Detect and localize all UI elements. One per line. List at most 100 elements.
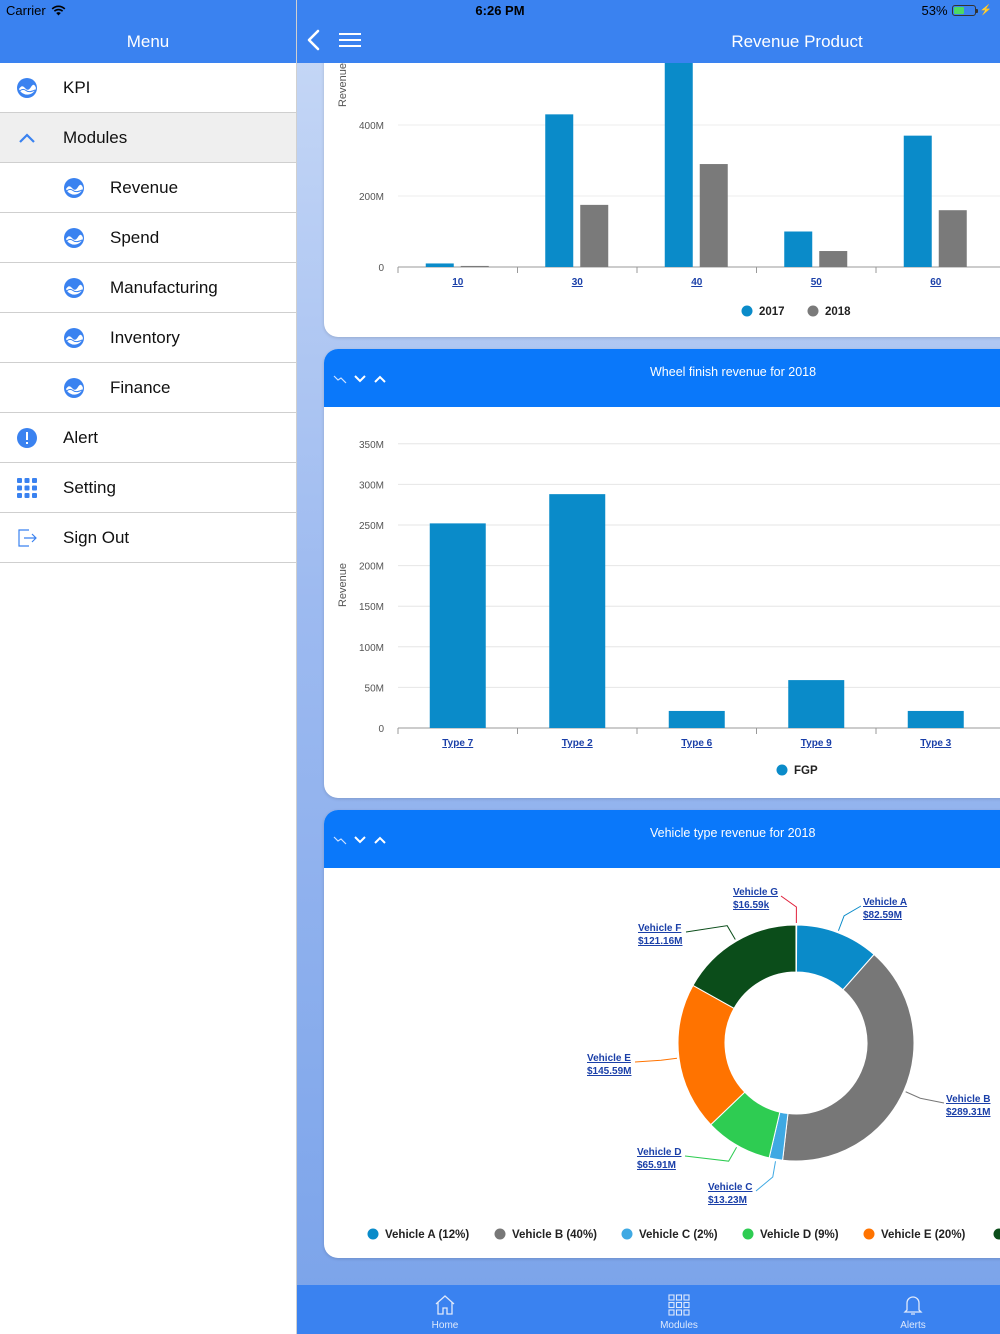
slice-label-name: Vehicle E: [587, 1053, 631, 1064]
menu-item-inventory[interactable]: Inventory: [0, 313, 296, 363]
legend-label: Vehicle A (12%): [385, 1229, 469, 1241]
menu-item-signout[interactable]: Sign Out: [0, 513, 296, 563]
grid-icon: [668, 1294, 690, 1316]
menu-item-label: Manufacturing: [110, 277, 218, 297]
battery-icon: [951, 5, 978, 16]
menu-item-finance[interactable]: Finance: [0, 363, 296, 413]
y-tick-label: 150M: [359, 602, 384, 613]
menu-item-label: Spend: [110, 227, 160, 247]
x-category-label: 60: [930, 277, 942, 288]
trend-icon[interactable]: [333, 834, 347, 846]
sign-out-icon: [16, 527, 38, 549]
back-chevron-icon[interactable]: [303, 28, 327, 52]
slice-label-value: $121.16M: [638, 936, 682, 947]
menu-item-alert[interactable]: Alert: [0, 413, 296, 463]
bar-2017-10[interactable]: [425, 263, 454, 267]
home-icon: [435, 1295, 455, 1315]
tab-modules-label: Modules: [660, 1320, 698, 1331]
carrier-group: Carrier: [6, 3, 66, 18]
tab-bar: Home Modules Alerts: [297, 1285, 1000, 1334]
bar-Type 9[interactable]: [788, 680, 845, 728]
trend-icon[interactable]: [333, 373, 347, 385]
menu-item-kpi[interactable]: KPI: [0, 63, 296, 113]
wave-icon: [16, 77, 38, 99]
y-tick-label: 350M: [359, 440, 384, 451]
legend-dot: [367, 1228, 379, 1240]
bar-Type 2[interactable]: [549, 494, 606, 728]
menu-item-label: Setting: [63, 477, 116, 497]
x-category-label: 40: [691, 277, 703, 288]
slice-label-value: $145.59M: [587, 1066, 631, 1077]
slice-label-value: $289.31M: [946, 1107, 990, 1118]
menu-item-revenue[interactable]: Revenue: [0, 163, 296, 213]
legend-label: Vehicle C (2%): [639, 1229, 718, 1241]
chevron-up-icon[interactable]: [373, 373, 387, 385]
product-revenue-chart: 0 200M 400M Revenue 10 30 40 50 60 2017 2018: [337, 57, 1000, 318]
side-menu: Menu KPI Modules Revenue Spend Manufacturing…: [0, 0, 297, 1334]
wave-icon: [63, 327, 85, 349]
battery-group: 53% ⚡: [922, 3, 992, 18]
slice-vehicle-g[interactable]: [795, 924, 798, 973]
slice-label-name: Vehicle F: [638, 923, 681, 934]
y-tick-label: 250M: [359, 521, 384, 532]
tab-alerts[interactable]: Alerts: [873, 1293, 953, 1331]
bar-2017-30[interactable]: [545, 114, 574, 267]
legend-dot: [742, 1228, 754, 1240]
legend-dot-2017: [741, 305, 753, 317]
menu-item-label: Finance: [110, 377, 171, 397]
x-category-label: Type 3: [920, 738, 951, 749]
y-tick-label: 0: [378, 263, 384, 274]
bar-2017-60[interactable]: [903, 135, 932, 267]
bar-Type 6[interactable]: [668, 710, 725, 728]
hamburger-icon[interactable]: [339, 32, 361, 48]
menu-item-modules[interactable]: Modules: [0, 113, 296, 163]
slice-label-name: Vehicle A: [863, 897, 907, 908]
vehicle-type-donut: Vehicle A $82.59M Vehicle B $289.31M Vehicle…: [367, 887, 1000, 1241]
tab-home[interactable]: Home: [405, 1293, 485, 1331]
menu-item-label: Modules: [63, 127, 128, 147]
chevron-down-icon[interactable]: [353, 834, 367, 846]
status-bar: Carrier 6:26 PM 53% ⚡: [0, 0, 1000, 20]
bar-Type 7[interactable]: [429, 523, 486, 728]
leader-line: [837, 905, 862, 931]
chart-card-vehicle-type: Vehicle type revenue for 2018 Vehicle A $…: [324, 810, 1000, 1258]
bar-2018-40[interactable]: [699, 164, 728, 267]
menu-item-setting[interactable]: Setting: [0, 463, 296, 513]
tab-home-label: Home: [431, 1320, 459, 1331]
chevron-up-icon[interactable]: [373, 834, 387, 846]
battery-percent: 53%: [921, 3, 948, 18]
menu-item-manufacturing[interactable]: Manufacturing: [0, 263, 296, 313]
bar-2018-30[interactable]: [580, 204, 609, 267]
slice-vehicle-b[interactable]: [782, 953, 915, 1162]
leader-line: [634, 1057, 678, 1063]
y-tick-label: 200M: [359, 192, 384, 203]
menu-item-spend[interactable]: Spend: [0, 213, 296, 263]
wave-icon: [63, 227, 85, 249]
menu-title: Menu: [0, 0, 296, 63]
legend-label: Vehicle E (20%): [881, 1229, 966, 1241]
chevron-up-icon: [16, 127, 38, 149]
menu-item-label: Sign Out: [63, 527, 130, 547]
legend-label: Vehicle D (9%): [760, 1229, 839, 1241]
bar-Type 3[interactable]: [907, 710, 964, 728]
card-title: Vehicle type revenue for 2018: [650, 826, 816, 840]
leader-line: [905, 1091, 945, 1104]
y-tick-label: 0: [378, 724, 384, 735]
legend-dot-cut: [993, 1228, 1000, 1240]
card-header: Vehicle type revenue for 2018: [324, 810, 1000, 868]
bar-2018-50[interactable]: [819, 251, 848, 267]
legend-label: 2017: [759, 306, 785, 318]
chevron-down-icon[interactable]: [353, 373, 367, 385]
y-tick-label: 200M: [359, 562, 384, 573]
tab-modules[interactable]: Modules: [639, 1293, 719, 1331]
card-title: Wheel finish revenue for 2018: [650, 365, 817, 379]
slice-label-value: $16.59k: [733, 900, 770, 911]
bar-2018-60[interactable]: [938, 210, 967, 267]
bar-2018-10[interactable]: [460, 265, 489, 267]
menu-list: KPI Modules Revenue Spend Manufacturing Inven…: [0, 63, 296, 563]
bar-2017-50[interactable]: [784, 231, 813, 268]
bar-2017-40[interactable]: [664, 57, 693, 267]
tab-alerts-label: Alerts: [900, 1320, 926, 1331]
x-category-label: 30: [572, 277, 584, 288]
slice-label-name: Vehicle B: [946, 1094, 990, 1105]
